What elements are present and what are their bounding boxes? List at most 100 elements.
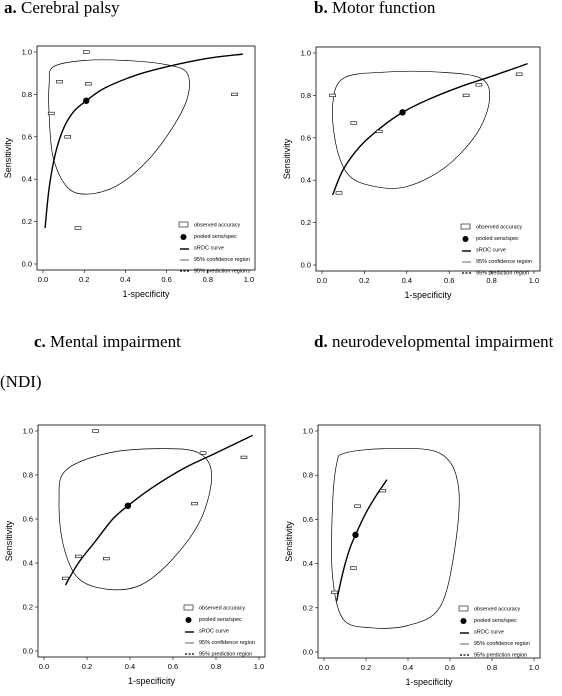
plot-frame: [315, 46, 541, 272]
study-point: [331, 590, 338, 594]
x-tick-label: 0.4: [120, 275, 130, 284]
legend-entry: sROC curve: [199, 629, 229, 635]
x-tick-label: 0.8: [487, 663, 497, 672]
legend-entry: observed accuracy: [476, 225, 522, 231]
legend-entry: sROC curve: [194, 246, 224, 252]
panel-title-text: Cerebral palsy: [21, 0, 120, 17]
legend-entry: 95% prediction region: [476, 271, 529, 277]
legend-entry: pooled sens/spec: [474, 618, 517, 624]
x-tick-label: 0.0: [317, 276, 327, 285]
confidence-region: [332, 70, 491, 189]
confidence-region: [48, 59, 190, 195]
x-tick-label: 0.2: [82, 662, 92, 671]
y-tick-label: 0.2: [22, 217, 32, 226]
panel-title-b: b. Motor function: [314, 0, 435, 18]
chart-panel-a: 0.0 0.2 0.4 0.6 0.8 1.0 0.0 0.2 0.4 0.6 0.8 1.0 1-sp…: [3, 45, 256, 299]
y-tick-label: 0.0: [301, 261, 311, 270]
x-tick-label: 0.6: [161, 275, 171, 284]
panel-letter: a.: [4, 0, 17, 17]
panel-title-text: neurodevelopmental impairment: [331, 332, 554, 351]
study-point: [335, 191, 343, 195]
panel-title-d: d. neurodevelopmental impairment: [314, 332, 553, 352]
legend-entry: 95% prediction region: [199, 652, 252, 658]
study-point: [82, 50, 90, 54]
y-tick-label: 0.6: [23, 515, 33, 524]
x-tick-label: 0.6: [444, 276, 454, 285]
study-point: [56, 80, 63, 84]
legend-symbol-observed: [178, 221, 189, 228]
study-point: [92, 429, 99, 433]
y-tick-label: 0.0: [303, 648, 313, 657]
panel-title-c: c. Mental impairment: [34, 332, 181, 352]
x-tick-label: 0.2: [361, 663, 371, 672]
x-tick-label: 0.0: [38, 275, 48, 284]
legend-entry: observed accuracy: [199, 606, 245, 612]
study-point: [462, 93, 470, 97]
plot-frame: [36, 45, 256, 271]
legend-entry: pooled sens/spec: [476, 236, 519, 242]
y-axis-label: Sensitivity: [284, 521, 294, 562]
study-point: [350, 566, 357, 570]
study-point: [191, 501, 198, 506]
chart-panel-b: 0.0 0.2 0.4 0.6 0.8 1.0 0.0 0.2 0.4 0.6 0.8 1.0 1-sp…: [282, 46, 541, 300]
y-tick-label: 1.0: [301, 49, 311, 58]
sroc-curve: [64, 434, 253, 586]
study-point: [62, 576, 69, 580]
y-tick-label: 0.4: [301, 176, 311, 185]
x-axis-label: 1-specificity: [404, 290, 452, 300]
legend-entry: observed accuracy: [194, 223, 240, 229]
y-tick-label: 1.0: [23, 427, 33, 436]
study-point: [515, 72, 523, 76]
study-point: [74, 226, 82, 230]
x-tick-label: 1.0: [529, 276, 539, 285]
panel-title-continuation: (NDI): [0, 372, 42, 392]
x-tick-label: 1.0: [529, 663, 539, 672]
legend-entry: 95% confidence region: [474, 641, 530, 647]
study-point: [379, 489, 387, 493]
y-axis-label: Sensitivity: [4, 520, 14, 561]
legend-symbol-observed: [458, 605, 469, 612]
y-tick-label: 1.0: [22, 48, 32, 57]
y-tick-label: 0.6: [301, 133, 311, 142]
y-axis-label: Sensitivity: [282, 138, 292, 179]
y-tick-label: 0.8: [301, 91, 311, 100]
chart-panel-d: 0.0 0.2 0.4 0.6 0.8 1.0 0.0 0.2 0.4 0.6 0.8 1.0 1-sp…: [284, 424, 541, 687]
study-point: [103, 556, 110, 561]
x-tick-label: 0.6: [445, 663, 455, 672]
y-tick-label: 0.2: [303, 603, 313, 612]
study-point: [240, 455, 248, 460]
x-tick-label: 0.0: [319, 663, 329, 672]
y-tick-label: 0.0: [23, 647, 33, 656]
y-tick-label: 0.4: [303, 559, 313, 568]
legend-entry: 95% confidence region: [194, 257, 250, 263]
pooled-point: [83, 97, 90, 104]
legend-entry: pooled sens/spec: [194, 234, 237, 240]
chart-panel-c: 0.0 0.2 0.4 0.6 0.8 1.0 0.0 0.2 0.4 0.6 0.8 1.0 1-sp…: [4, 424, 266, 686]
x-tick-label: 1.0: [254, 662, 264, 671]
study-point: [350, 121, 358, 125]
confidence-region: [58, 448, 213, 591]
y-tick-label: 0.0: [22, 260, 32, 269]
plot-frame: [37, 424, 266, 658]
panel-title-text: Mental impairment: [50, 332, 181, 351]
study-point: [47, 111, 55, 116]
study-point: [231, 92, 238, 96]
panel-title-a: a. Cerebral palsy: [4, 0, 120, 18]
legend-symbol-observed: [460, 223, 471, 230]
pooled-point: [124, 502, 132, 509]
pooled-point: [399, 109, 406, 116]
x-tick-label: 0.8: [486, 276, 496, 285]
panel-letter: b.: [314, 0, 328, 17]
x-tick-label: 1.0: [244, 275, 254, 284]
y-tick-label: 0.6: [22, 132, 32, 141]
study-point: [329, 93, 336, 97]
study-point: [75, 554, 82, 558]
x-axis-label: 1-specificity: [122, 289, 170, 299]
sroc-curve: [44, 53, 243, 229]
x-tick-label: 0.8: [211, 662, 221, 671]
x-tick-label: 0.4: [403, 663, 413, 672]
legend-entry: sROC curve: [476, 248, 506, 254]
sroc-curve: [331, 62, 528, 196]
panel-title-text: Motor function: [331, 0, 436, 17]
